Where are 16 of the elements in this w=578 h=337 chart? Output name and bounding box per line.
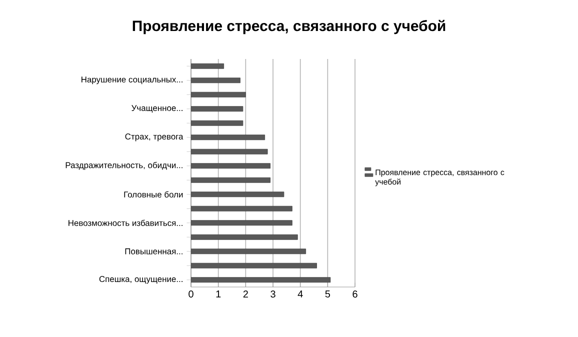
x-tick-label: 3: [270, 290, 276, 298]
chart-title: Проявление стресса, связанного с учебой: [132, 20, 446, 34]
y-tick-label: Раздражительность, обидчи...: [66, 162, 182, 170]
x-tick-label: 4: [298, 290, 303, 298]
y-tick-label: Учащенное...: [132, 105, 182, 113]
y-tick-label: Невозможность избавиться...: [68, 220, 182, 226]
x-tick-label: 5: [325, 290, 330, 298]
x-tick-label: 0: [188, 290, 194, 298]
y-tick-label: Головные боли: [124, 191, 183, 198]
x-tick-label: 2: [243, 290, 248, 298]
y-tick-label: Страх, тревога: [125, 134, 184, 142]
x-tick-label: 1: [216, 290, 221, 298]
x-tick-label: 6: [352, 290, 358, 298]
y-tick-label: Повышенная...: [125, 248, 182, 254]
y-tick-label: Спешка, ощущение...: [99, 276, 182, 284]
y-tick-label: Нарушение социальных...: [82, 76, 182, 84]
